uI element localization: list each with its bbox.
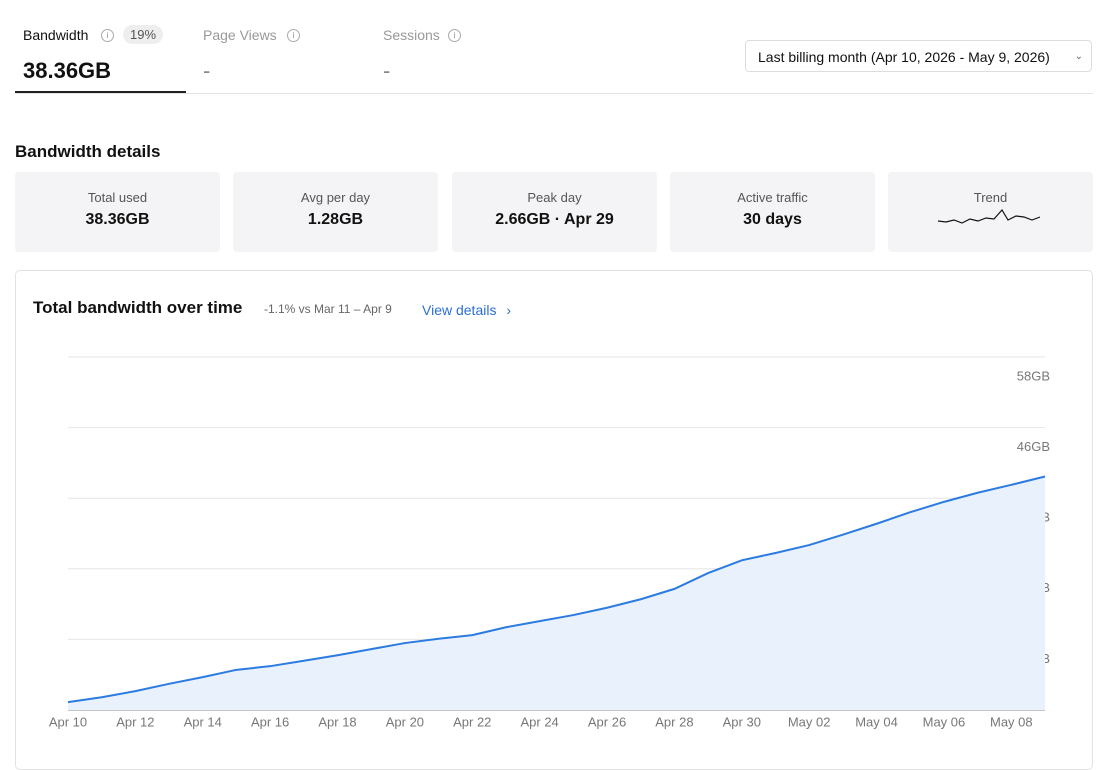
date-range-select[interactable]: Last billing month (Apr 10, 2026 - May 9… bbox=[745, 40, 1092, 72]
x-tick-label: Apr 24 bbox=[520, 714, 558, 729]
badge: 19% bbox=[123, 25, 164, 44]
info-icon[interactable]: i bbox=[448, 29, 461, 42]
x-tick-label: May 02 bbox=[788, 714, 831, 729]
tab-value: 38.36GB bbox=[23, 58, 112, 83]
tab-label[interactable]: Sessions bbox=[383, 27, 440, 43]
tab-value: - bbox=[203, 58, 211, 83]
x-tick-label: Apr 10 bbox=[49, 714, 87, 729]
stat-label: Peak day bbox=[527, 190, 582, 205]
chart-title: Total bandwidth over time bbox=[33, 298, 243, 317]
stat-card: Avg per day 1.28GB bbox=[233, 172, 438, 252]
stat-label: Active traffic bbox=[737, 190, 808, 205]
stat-value: 2.66GB · Apr 29 bbox=[495, 211, 614, 228]
stat-label: Total used bbox=[87, 190, 148, 205]
divider bbox=[15, 93, 1093, 94]
area bbox=[68, 476, 1045, 710]
stat-value: 30 days bbox=[743, 211, 802, 228]
stat-card: Total used 38.36GB bbox=[15, 172, 220, 252]
tab-label[interactable]: Page Views bbox=[203, 27, 277, 43]
x-tick-label: Apr 12 bbox=[116, 714, 154, 729]
comparison: -1.1% vs Mar 11 – Apr 9 bbox=[264, 302, 392, 316]
x-tick-label: Apr 28 bbox=[655, 714, 693, 729]
x-tick-label: May 06 bbox=[923, 714, 966, 729]
x-tick-label: Apr 20 bbox=[386, 714, 424, 729]
line bbox=[67, 475, 1046, 704]
x-tick-label: May 04 bbox=[855, 714, 898, 729]
tab-label[interactable]: Bandwidth bbox=[23, 27, 89, 43]
y-tick-label: 58GB bbox=[1017, 368, 1050, 383]
sparkline bbox=[937, 208, 1040, 224]
active-underline bbox=[15, 91, 186, 93]
link-text[interactable]: View details bbox=[422, 302, 497, 318]
x-tick-label: Apr 22 bbox=[453, 714, 491, 729]
stat-card: Peak day 2.66GB · Apr 29 bbox=[452, 172, 657, 252]
x-tick-label: Apr 18 bbox=[318, 714, 356, 729]
stat-value: 38.36GB bbox=[85, 211, 150, 228]
x-tick-label: Apr 30 bbox=[723, 714, 761, 729]
tab-value: - bbox=[383, 58, 391, 83]
x-tick-label: Apr 26 bbox=[588, 714, 626, 729]
section-title: Bandwidth details bbox=[15, 142, 161, 161]
stat-card: Active traffic 30 days bbox=[670, 172, 875, 252]
chevron: › bbox=[506, 302, 512, 318]
info-icon[interactable]: i bbox=[287, 29, 300, 42]
x-tick-label: Apr 14 bbox=[184, 714, 222, 729]
stat-label: Trend bbox=[973, 190, 1008, 205]
view-details-link[interactable]: View details › bbox=[422, 302, 511, 318]
stat-card: Trend bbox=[888, 172, 1093, 252]
date-range: Last billing month (Apr 10, 2026 - May 9… bbox=[758, 49, 1050, 65]
x-tick-label: Apr 16 bbox=[251, 714, 289, 729]
stat-value: 1.28GB bbox=[307, 211, 364, 228]
chevron: ⌄ bbox=[1074, 51, 1083, 62]
x-tick-label: May 08 bbox=[990, 714, 1033, 729]
info-icon[interactable]: i bbox=[101, 29, 114, 42]
y-tick-label: 46GB bbox=[1017, 439, 1050, 454]
stat-label: Avg per day bbox=[300, 190, 371, 205]
